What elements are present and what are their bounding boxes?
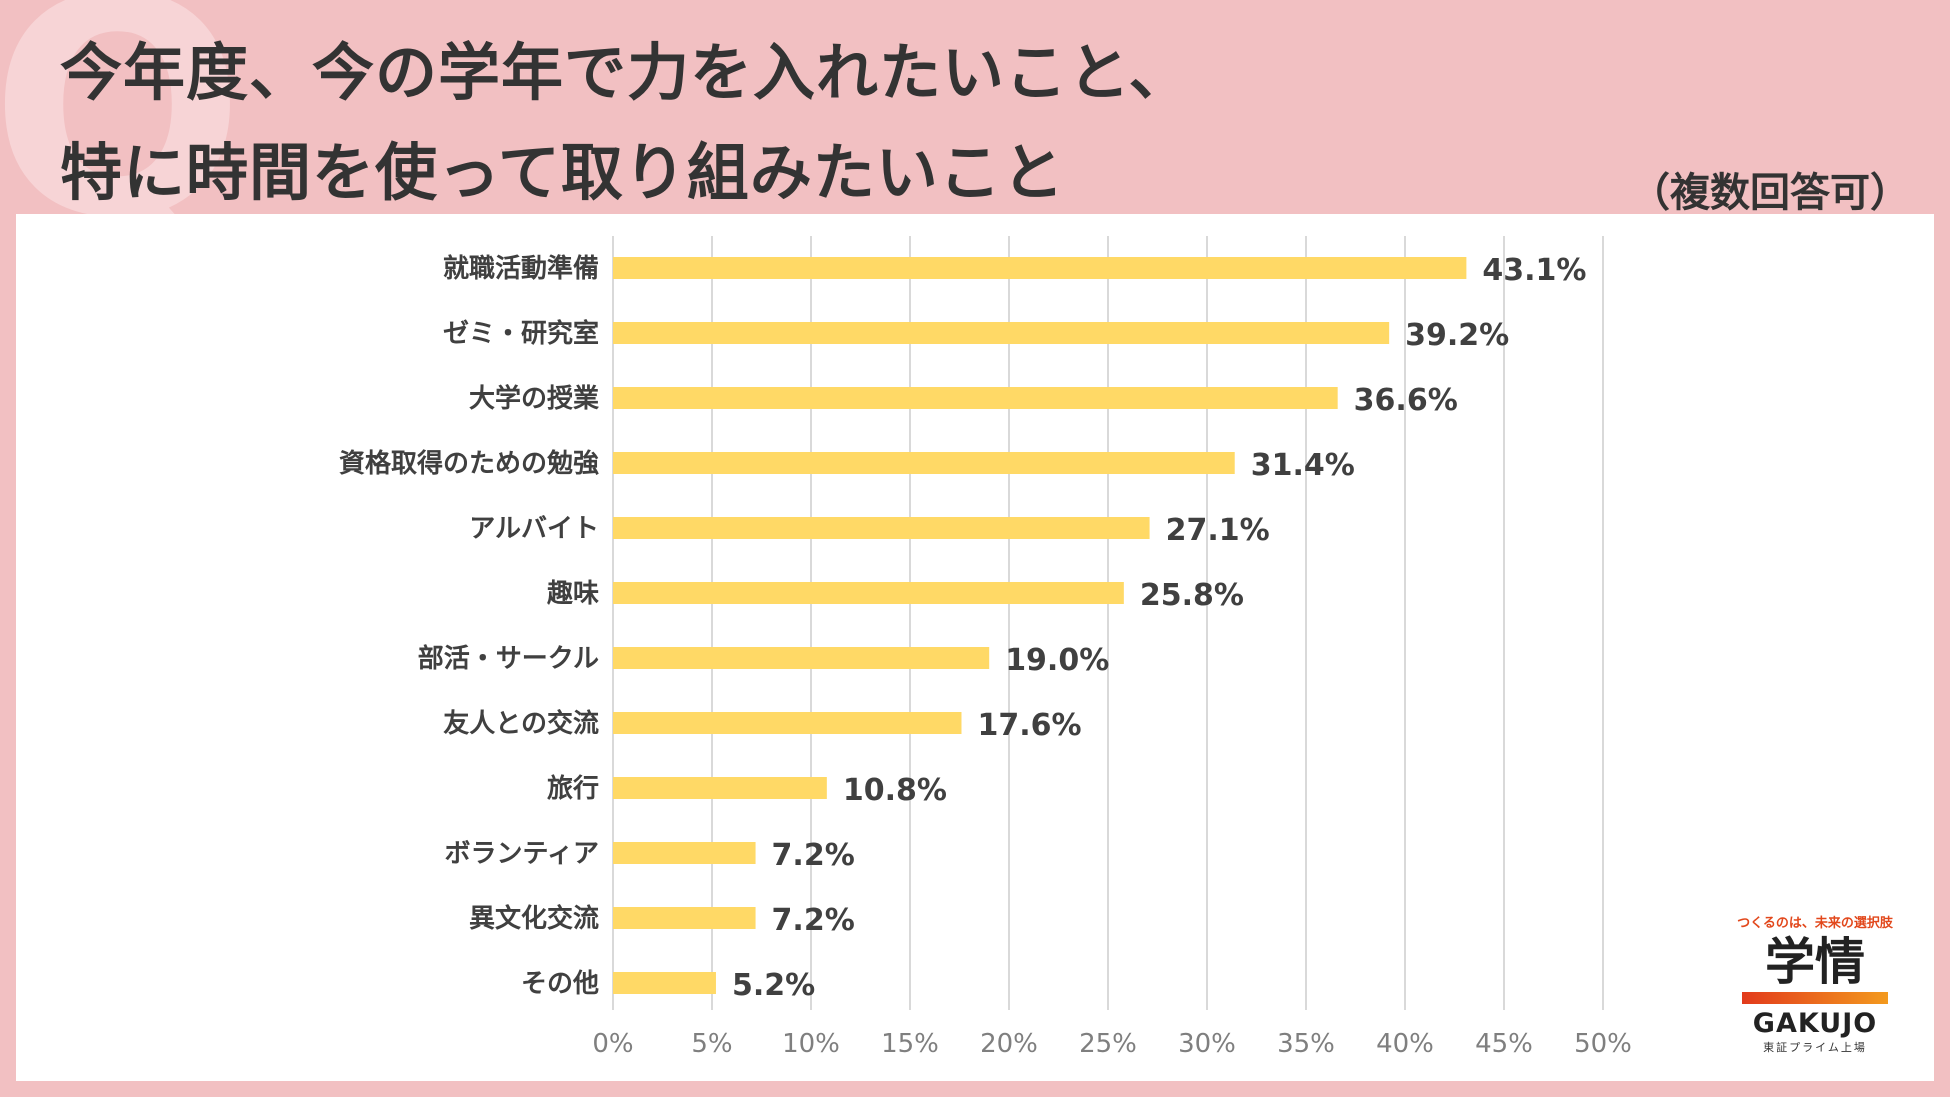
x-tick-label: 30% [1178, 1029, 1236, 1059]
category-label: 友人との交流 [443, 708, 599, 739]
category-label: 旅行 [547, 773, 599, 804]
category-label: 異文化交流 [469, 903, 599, 934]
chart-panel: 0% 5% 10% 15% 20% 25% 30% 35% 40% 45% 50% 就職活動準備 43.… [16, 214, 1934, 1081]
bar [613, 257, 1467, 279]
page-title-line-1: 今年度、今の学年で力を入れたいこと、 [60, 36, 1192, 109]
category-label: ゼミ・研究室 [443, 318, 599, 349]
bar [613, 387, 1338, 409]
category-label: 趣味 [546, 579, 599, 609]
x-tick-label: 45% [1475, 1029, 1533, 1059]
category-label: その他 [521, 969, 599, 999]
x-tick-label: 25% [1079, 1029, 1137, 1059]
bar-chart: 0% 5% 10% 15% 20% 25% 30% 35% 40% 45% 50% 就職活動準備 43.… [339, 236, 1632, 1059]
x-tick-label: 35% [1277, 1029, 1335, 1059]
data-label: 25.8% [1140, 578, 1244, 613]
x-tick-label: 5% [691, 1029, 732, 1059]
logo-tagline: つくるのは、未来の選択肢 [1737, 916, 1893, 931]
data-label: 7.2% [772, 838, 855, 873]
x-tick-label: 15% [881, 1029, 939, 1059]
data-label: 27.1% [1166, 513, 1270, 548]
data-label: 39.2% [1405, 318, 1509, 353]
logo-color-bar [1742, 992, 1888, 1004]
category-label: 就職活動準備 [443, 253, 599, 284]
bar [613, 907, 756, 929]
bar [613, 712, 962, 734]
x-tick-label: 50% [1574, 1029, 1632, 1059]
logo-subtitle: 東証プライム上場 [1763, 1041, 1867, 1054]
bar [613, 842, 756, 864]
gakujo-logo: つくるのは、未来の選択肢 学情 GAKUJO 東証プライム上場 [1730, 912, 1900, 1055]
logo-mark: 学情 [1765, 933, 1865, 991]
bar [613, 582, 1124, 604]
x-tick-label: 10% [782, 1029, 840, 1059]
x-tick-label: 20% [980, 1029, 1038, 1059]
x-tick-label: 0% [592, 1029, 633, 1059]
data-label: 31.4% [1251, 448, 1355, 483]
bar [613, 777, 827, 799]
page-title-line-2: 特に時間を使って取り組みたいこと [60, 136, 1065, 209]
data-label: 19.0% [1005, 643, 1109, 678]
data-label: 43.1% [1482, 253, 1586, 288]
data-label: 10.8% [843, 773, 947, 808]
multiple-answer-note: （複数回答可） [1630, 170, 1910, 216]
bar [613, 517, 1150, 539]
logo-name: GAKUJO [1752, 1008, 1878, 1039]
data-label: 36.6% [1354, 383, 1458, 418]
data-label: 5.2% [732, 968, 815, 1003]
bar [613, 452, 1235, 474]
x-tick-label: 40% [1376, 1029, 1434, 1059]
category-label: 部活・サークル [418, 644, 599, 674]
bar [613, 972, 716, 994]
bar [613, 322, 1390, 344]
category-label: アルバイト [469, 514, 599, 544]
bar [613, 647, 990, 669]
data-label: 7.2% [772, 903, 855, 938]
category-label: 資格取得のための勉強 [339, 448, 599, 479]
data-label: 17.6% [977, 708, 1081, 743]
category-label: 大学の授業 [469, 383, 599, 414]
category-label: ボランティア [445, 839, 599, 869]
